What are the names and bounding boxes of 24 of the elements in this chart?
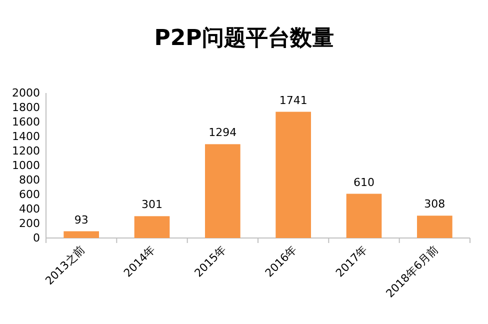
y-tick-label: 1600 xyxy=(12,116,40,128)
data-label: 308 xyxy=(424,198,446,211)
y-tick-label: 800 xyxy=(19,174,40,186)
y-tick-label: 2000 xyxy=(12,86,40,100)
data-label: 610 xyxy=(354,176,374,189)
data-label: 301 xyxy=(142,198,162,212)
y-tick-label: 200 xyxy=(19,217,40,230)
y-tick-label: 600 xyxy=(19,188,40,201)
bar xyxy=(276,112,311,238)
y-tick-label: 1200 xyxy=(12,144,40,158)
chart-title: P2P问题平台数量 xyxy=(154,26,334,51)
bar xyxy=(205,144,240,238)
y-tick-label: 400 xyxy=(19,202,40,216)
data-label: 1741 xyxy=(279,94,308,107)
data-label: 93 xyxy=(74,213,88,226)
y-tick-label: 1000 xyxy=(12,159,40,172)
y-tick-label: 1800 xyxy=(12,101,40,114)
bar xyxy=(64,231,99,238)
y-tick-label: 0 xyxy=(33,232,40,244)
y-tick-label: 1400 xyxy=(12,130,40,143)
data-label: 1294 xyxy=(208,126,237,140)
bar xyxy=(346,194,382,238)
bar xyxy=(134,216,170,238)
bar xyxy=(417,216,452,238)
